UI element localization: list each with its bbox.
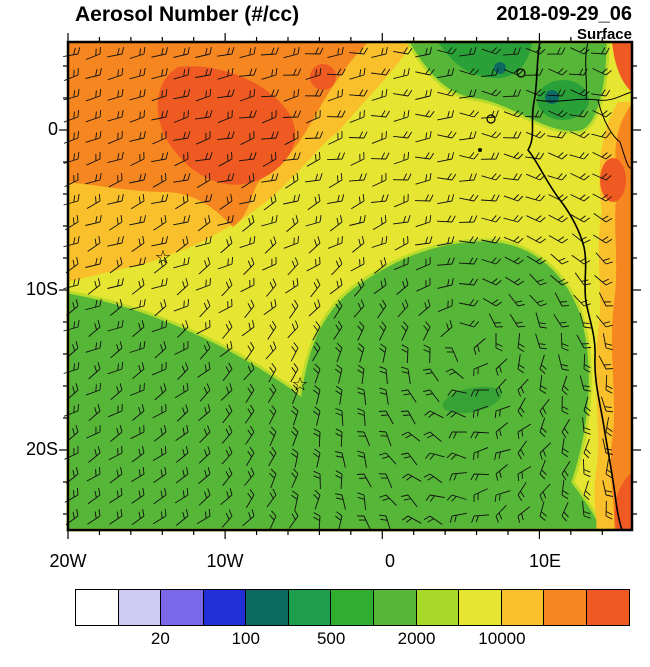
x-axis-label-20w: 20W <box>49 551 87 571</box>
colorbar-segment <box>245 589 290 626</box>
map-frame <box>66 40 634 532</box>
colorbar-tick-label: 2000 <box>397 629 436 648</box>
star-marker-2: ☆ <box>291 375 308 396</box>
region-teal-spot-2 <box>545 90 559 104</box>
colorbar-segment <box>415 589 460 626</box>
y-axis-label-20s: 20S <box>25 439 58 459</box>
coastline <box>527 41 623 531</box>
country-borders <box>535 41 633 169</box>
region-green-lobes <box>66 238 606 532</box>
island-dot <box>478 148 482 152</box>
colorbar-tick-label: 10000 <box>478 629 526 648</box>
region-coast-red-mid <box>600 158 626 202</box>
plot-title: Aerosol Number (#/cc) <box>75 3 300 26</box>
x-axis-label-0: 0 <box>384 551 395 571</box>
colorbar-segment <box>202 589 247 626</box>
y-axis-label-10s: 10S <box>25 279 58 299</box>
aerosol-fill-regions <box>66 40 632 532</box>
colorbar-segment <box>117 589 162 626</box>
region-dark-green-topright <box>438 42 532 79</box>
x-axis-label-10e: 10E <box>528 551 562 571</box>
region-red-orange-core <box>157 66 296 185</box>
colorbar-tick-label: 100 <box>231 629 260 648</box>
colorbar-segment <box>287 589 332 626</box>
colorbar-segment <box>160 589 205 626</box>
colorbar-segment <box>543 589 588 626</box>
colorbar-segment <box>75 589 120 626</box>
colorbar-tick-label: 500 <box>316 629 346 648</box>
colorbar-segment <box>500 589 545 626</box>
star-marker-1: ☆ <box>154 248 171 269</box>
region-dark-green-coast <box>537 80 589 120</box>
colorbar-tick-label: 20 <box>150 629 170 648</box>
colorbar-labels: 20 100 500 2000 10000 <box>75 629 630 651</box>
region-teal-spot-1 <box>494 62 506 74</box>
colorbar-segment <box>373 589 418 626</box>
region-coast-orange <box>610 104 632 530</box>
x-axis-label-10w: 10W <box>206 551 244 571</box>
wind-barb-glyphs <box>63 46 614 532</box>
map-plot: ☆ ☆ <box>59 33 641 539</box>
colorbar-segment <box>330 589 375 626</box>
y-axis-label-0: 0 <box>47 119 58 139</box>
region-coast-red-top <box>612 42 632 92</box>
colorbar <box>75 589 631 626</box>
island-outline-2 <box>516 68 526 78</box>
island-outline-1 <box>486 114 496 124</box>
plot-datetime: 2018-09-29_06 <box>496 3 632 25</box>
level-label: Surface <box>576 26 632 43</box>
colorbar-segment <box>585 589 631 626</box>
wind-barbs <box>63 46 614 532</box>
colorbar-segment <box>458 589 503 626</box>
